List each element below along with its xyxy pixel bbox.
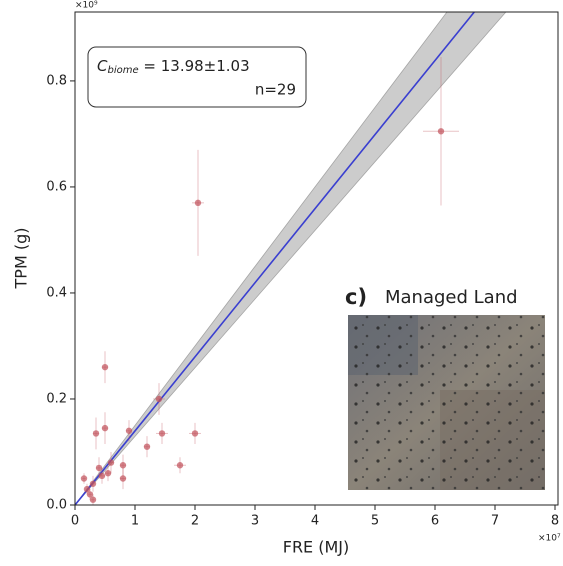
chart: c) Managed Land Cbiome = 13.98±1.03 n=29…	[0, 0, 563, 562]
y-tick-label: 0.4	[46, 285, 67, 300]
point	[438, 128, 444, 134]
point	[102, 364, 108, 370]
y-tick-label: 0.0	[46, 498, 67, 513]
annotation-subscript: biome	[107, 65, 138, 76]
x-axis-label: FRE (MJ)	[283, 538, 350, 557]
point	[105, 470, 111, 476]
point	[93, 430, 99, 436]
point	[120, 462, 126, 468]
x-tick-label: 0	[71, 514, 79, 529]
point	[81, 475, 87, 481]
point	[90, 481, 96, 487]
y-tick-label: 0.2	[46, 391, 67, 406]
y-axis-label: TPM (g)	[12, 228, 31, 290]
x-tick-label: 3	[251, 514, 259, 529]
annotation-n: n=29	[255, 81, 296, 99]
point	[120, 475, 126, 481]
y-tick-label: 0.6	[46, 179, 67, 194]
y-exponent: ×10⁹	[75, 1, 98, 11]
x-tick-label: 2	[191, 514, 199, 529]
x-tick-label: 8	[551, 514, 559, 529]
annotation-value: = 13.98±1.03	[139, 57, 250, 75]
x-tick-label: 1	[131, 514, 139, 529]
x-tick-label: 4	[311, 514, 319, 529]
x-exponent: ×10⁷	[538, 534, 561, 544]
point	[192, 430, 198, 436]
point	[177, 462, 183, 468]
point	[159, 430, 165, 436]
inset-label: Managed Land	[385, 287, 518, 308]
point	[156, 396, 162, 402]
inset-image	[348, 315, 545, 490]
x-tick-label: 5	[371, 514, 379, 529]
x-tick-label: 6	[431, 514, 439, 529]
annotation-symbol: C	[97, 57, 108, 75]
point	[144, 443, 150, 449]
point	[96, 465, 102, 471]
point	[99, 473, 105, 479]
point	[108, 459, 114, 465]
inset-letter: c)	[345, 285, 367, 309]
point	[126, 428, 132, 434]
point	[102, 425, 108, 431]
point	[195, 200, 201, 206]
x-tick-label: 7	[491, 514, 499, 529]
y-tick-label: 0.8	[46, 73, 67, 88]
point	[90, 496, 96, 502]
